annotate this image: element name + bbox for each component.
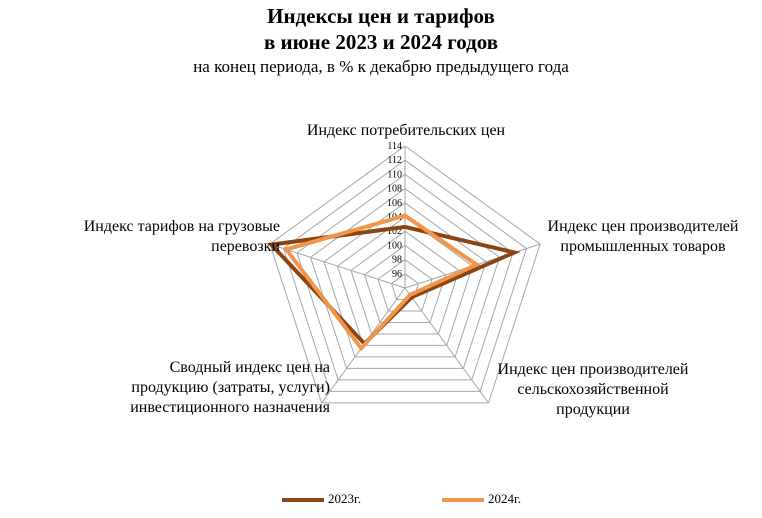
legend-swatch — [282, 498, 324, 503]
legend-swatch — [442, 498, 484, 503]
chart-title-line2: в июне 2023 и 2024 годов — [263, 30, 499, 54]
axis-label-line: продукцию (затраты, услуги) — [131, 379, 330, 396]
grid-ring — [377, 258, 433, 312]
grid-spoke — [404, 287, 489, 404]
r-tick-label: 112 — [387, 155, 402, 166]
axis-label-line: промышленных товаров — [560, 238, 726, 255]
axis-label-line: продукции — [556, 401, 630, 418]
grid-ring — [269, 145, 541, 404]
r-tick-label: 100 — [387, 240, 402, 251]
chart-subtitle: на конец периода, в % к декабрю предыдущ… — [193, 57, 569, 76]
r-tick-label: 110 — [387, 169, 402, 180]
axis-label-line: Индекс потребительских цен — [306, 122, 506, 139]
axis-label-freight: Индекс тарифов на грузовые перевозки — [40, 217, 280, 257]
axis-label-line: Индекс цен производителей — [497, 361, 689, 378]
grid-ring — [363, 244, 447, 323]
r-tick-label: 98 — [392, 255, 402, 266]
legend-label: 2023г. — [328, 491, 362, 506]
r-tick-label: 106 — [387, 198, 402, 209]
axis-label-line: Индекс цен производителей — [547, 218, 739, 235]
legend-item-2024: 2024г. — [442, 490, 521, 508]
axis-label-cpi: Индекс потребительских цен — [256, 121, 556, 141]
legend-item-2023: 2023г. — [282, 490, 361, 508]
chart-title: Индексы цен и тарифов — [267, 4, 495, 28]
grid-ring — [282, 159, 528, 392]
grid-ring — [350, 230, 460, 335]
grid-spoke — [269, 243, 406, 289]
grid-ring — [323, 202, 487, 358]
r-tick-label: 114 — [387, 141, 402, 152]
axis-label-industrial-producer: Индекс цен производителей промышленных т… — [528, 217, 758, 257]
grid-ring — [336, 216, 474, 346]
r-tick-label: 102 — [387, 226, 402, 237]
axis-label-line: Сводный индекс цен на — [169, 359, 330, 376]
legend-label: 2024г. — [488, 491, 522, 506]
r-tick-label: 108 — [387, 184, 402, 195]
axis-label-investment: Сводный индекс цен на продукцию (затраты… — [80, 358, 330, 418]
axis-label-line: Индекс тарифов на грузовые — [83, 218, 280, 235]
axis-label-line: инвестиционного назначения — [130, 399, 330, 416]
series-line-1 — [282, 213, 481, 352]
axis-label-agri-producer: Индекс цен производителей сельскохозяйст… — [483, 360, 703, 420]
axis-label-line: сельскохозяйственной — [517, 381, 669, 398]
axis-label-line: перевозки — [211, 238, 280, 255]
r-tick-label: 96 — [392, 269, 402, 280]
